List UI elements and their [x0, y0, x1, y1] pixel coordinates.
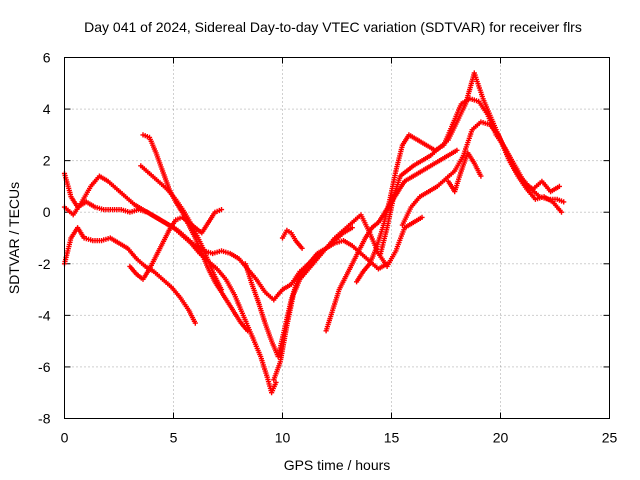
series-sat-h [271, 212, 425, 383]
x-tick-label: 20 [493, 430, 509, 446]
series-markers [127, 207, 225, 282]
series-sat-m [399, 119, 562, 228]
series-sat-k [354, 96, 567, 285]
y-tick-label: 4 [43, 101, 51, 117]
x-tick-label: 5 [170, 430, 178, 446]
series-sat-b [61, 225, 198, 326]
series-markers [138, 163, 225, 293]
series-sat-e [138, 163, 225, 293]
y-axis-label: SDTVAR / TECUs [6, 182, 22, 294]
x-tick-label: 15 [384, 430, 400, 446]
y-tick-label: 2 [43, 153, 51, 169]
x-tick-label: 10 [275, 430, 291, 446]
y-tick-label: 0 [43, 204, 51, 220]
data-series [61, 70, 567, 396]
y-tick-label: -6 [38, 359, 51, 375]
plot-frame [64, 57, 610, 419]
y-tick-label: 6 [43, 50, 51, 66]
x-axis-label: GPS time / hours [284, 457, 391, 473]
series-markers [279, 227, 305, 251]
y-tick-label: -8 [38, 411, 51, 427]
grid [64, 57, 610, 419]
chart-title: Day 041 of 2024, Sidereal Day-to-day VTE… [84, 19, 582, 35]
series-markers [399, 119, 562, 228]
x-tick-label: 25 [602, 430, 618, 446]
x-tick-label: 0 [61, 430, 69, 446]
series-sat-g [242, 238, 390, 360]
series-markers [242, 238, 390, 360]
series-sat-n [445, 150, 484, 195]
y-tick-label: -4 [38, 307, 51, 323]
series-markers [61, 225, 198, 326]
series-markers [354, 96, 567, 285]
y-tick-label: -2 [38, 256, 51, 272]
tick-labels: 0 5 10 15 20 25 -8 -6 -4 -2 0 2 4 6 [38, 50, 617, 446]
series-markers [445, 150, 484, 195]
series-sat-i [279, 227, 305, 251]
series-track [63, 226, 197, 324]
series-sat-f [127, 207, 225, 282]
